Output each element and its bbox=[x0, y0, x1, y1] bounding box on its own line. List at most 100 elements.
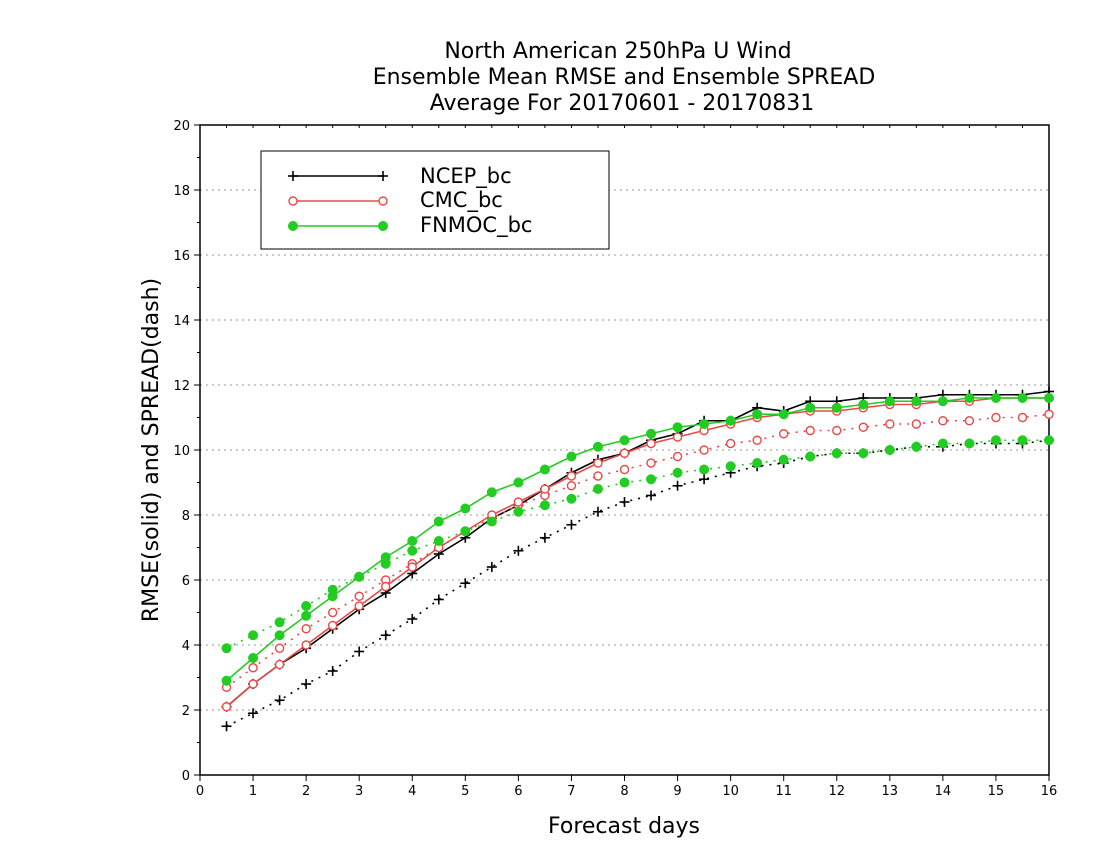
spread-point-fnmoc-bc bbox=[699, 464, 710, 475]
x-axis-label: Forecast days bbox=[548, 814, 700, 839]
rmse-point-cmc-bc bbox=[513, 497, 524, 507]
legend-markers bbox=[288, 171, 388, 231]
spread-point-cmc-bc bbox=[938, 416, 948, 426]
rmse-point-fnmoc-bc bbox=[407, 536, 418, 546]
spread-point-cmc-bc bbox=[858, 422, 868, 432]
y-tick-label: 0 bbox=[182, 769, 190, 784]
spread-point-cmc-bc bbox=[885, 419, 895, 429]
spread-point-cmc-bc bbox=[805, 425, 815, 436]
spread-point-fnmoc-bc bbox=[248, 630, 259, 641]
rmse-point-fnmoc-bc bbox=[539, 464, 550, 475]
spread-point-ncep-bc bbox=[699, 474, 710, 485]
spread-point-fnmoc-bc bbox=[911, 441, 922, 452]
rmse-point-fnmoc-bc bbox=[699, 419, 710, 429]
legend-marker-ncep-bc bbox=[288, 171, 298, 181]
rmse-point-cmc-bc bbox=[381, 581, 391, 592]
spread-point-cmc-bc bbox=[327, 607, 338, 618]
rmse-point-fnmoc-bc bbox=[619, 435, 630, 446]
chart-title-line-2: Ensemble Mean RMSE and Ensemble SPREAD bbox=[373, 65, 876, 90]
y-tick-label: 14 bbox=[173, 314, 190, 329]
rmse-point-fnmoc-bc bbox=[1044, 393, 1054, 403]
spread-point-cmc-bc bbox=[699, 445, 709, 455]
spread-point-ncep-bc bbox=[672, 480, 683, 491]
spread-point-fnmoc-bc bbox=[937, 438, 948, 449]
rmse-point-fnmoc-bc bbox=[327, 591, 338, 602]
spread-point-fnmoc-bc bbox=[513, 506, 524, 517]
spread-point-ncep-bc bbox=[301, 679, 312, 689]
spread-point-cmc-bc bbox=[752, 435, 762, 445]
y-tick-label: 10 bbox=[173, 444, 190, 459]
rmse-point-fnmoc-bc bbox=[858, 399, 869, 410]
rmse-point-cmc-bc bbox=[301, 640, 311, 650]
spread-point-ncep-bc bbox=[646, 490, 657, 501]
legend-marker-fnmoc-bc bbox=[288, 221, 298, 231]
rmse-point-fnmoc-bc bbox=[248, 653, 259, 663]
spread-point-cmc-bc bbox=[274, 643, 285, 653]
spread-point-ncep-bc bbox=[354, 646, 365, 657]
x-tick-label: 2 bbox=[302, 784, 310, 799]
spread-point-fnmoc-bc bbox=[539, 500, 550, 511]
rmse-point-fnmoc-bc bbox=[433, 516, 444, 527]
x-tick-label: 11 bbox=[775, 784, 792, 799]
legend: NCEP_bc CMC_bc FNMOC_bc bbox=[260, 150, 610, 250]
rmse-point-cmc-bc bbox=[672, 432, 683, 442]
spread-point-ncep-bc bbox=[566, 519, 577, 530]
rmse-point-fnmoc-bc bbox=[990, 393, 1001, 403]
series-cmc-bc bbox=[221, 393, 1054, 712]
spread-point-cmc-bc bbox=[593, 471, 603, 481]
series-fnmoc-bc bbox=[221, 393, 1054, 686]
y-tick-label: 18 bbox=[173, 184, 190, 199]
spread-point-cmc-bc bbox=[672, 451, 683, 462]
spread-line-cmc-bc bbox=[226, 413, 1050, 688]
rmse-point-cmc-bc bbox=[327, 620, 338, 631]
rmse-point-fnmoc-bc bbox=[354, 571, 365, 582]
rmse-point-cmc-bc bbox=[540, 484, 550, 494]
spread-point-fnmoc-bc bbox=[274, 617, 285, 628]
x-tick-label: 3 bbox=[355, 784, 363, 799]
spread-point-fnmoc-bc bbox=[1017, 435, 1028, 446]
rmse-point-fnmoc-bc bbox=[805, 402, 816, 413]
rmse-line-ncep-bc bbox=[226, 390, 1050, 708]
legend-label-cmc: CMC_bc bbox=[420, 188, 503, 213]
rmse-point-cmc-bc bbox=[274, 659, 285, 670]
y-tick-label: 20 bbox=[173, 119, 190, 134]
rmse-point-fnmoc-bc bbox=[672, 422, 683, 433]
x-tick-label: 12 bbox=[828, 784, 845, 799]
spread-point-ncep-bc bbox=[248, 708, 259, 719]
spread-point-cmc-bc bbox=[832, 425, 842, 436]
spread-point-fnmoc-bc bbox=[566, 493, 577, 504]
spread-point-fnmoc-bc bbox=[964, 438, 975, 449]
spread-point-fnmoc-bc bbox=[486, 516, 497, 527]
spread-point-fnmoc-bc bbox=[831, 448, 842, 459]
rmse-point-fnmoc-bc bbox=[301, 610, 312, 621]
rmse-point-fnmoc-bc bbox=[752, 409, 763, 420]
rmse-point-cmc-bc bbox=[221, 702, 232, 712]
x-tick-label: 15 bbox=[988, 784, 1005, 799]
y-tick-label: 6 bbox=[182, 574, 190, 589]
rmse-point-fnmoc-bc bbox=[221, 675, 232, 686]
spread-point-cmc-bc bbox=[991, 412, 1001, 423]
rmse-point-fnmoc-bc bbox=[884, 396, 895, 407]
spread-point-ncep-bc bbox=[221, 721, 232, 732]
series-group bbox=[221, 386, 1054, 732]
spread-point-ncep-bc bbox=[486, 562, 497, 572]
spread-point-fnmoc-bc bbox=[1044, 435, 1054, 446]
rmse-point-fnmoc-bc bbox=[380, 552, 391, 563]
spread-point-ncep-bc bbox=[619, 497, 630, 507]
spread-point-cmc-bc bbox=[778, 429, 789, 439]
rmse-point-fnmoc-bc bbox=[513, 477, 524, 488]
rmse-line-fnmoc-bc bbox=[226, 397, 1049, 682]
rmse-point-cmc-bc bbox=[354, 601, 364, 611]
spread-point-cmc-bc bbox=[911, 419, 922, 429]
x-tick-label: 9 bbox=[673, 784, 681, 799]
spread-point-ncep-bc bbox=[513, 545, 524, 556]
rmse-point-fnmoc-bc bbox=[778, 409, 789, 420]
x-tick-label: 1 bbox=[249, 784, 257, 799]
rmse-point-cmc-bc bbox=[619, 448, 630, 458]
spread-point-cmc-bc bbox=[619, 464, 630, 475]
spread-point-fnmoc-bc bbox=[619, 477, 630, 488]
y-tick-label: 4 bbox=[182, 639, 190, 654]
legend-box bbox=[260, 150, 610, 250]
